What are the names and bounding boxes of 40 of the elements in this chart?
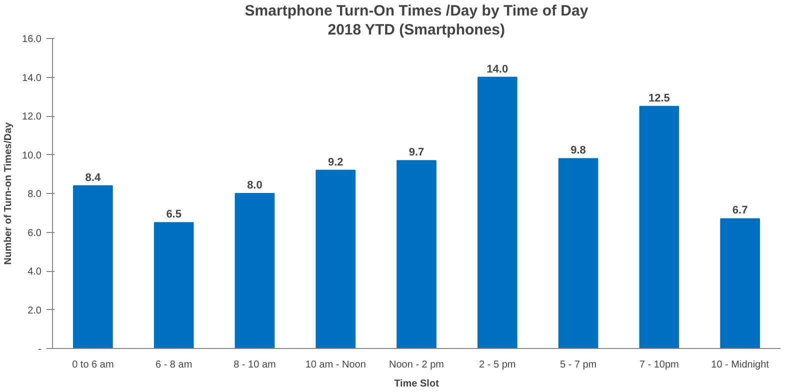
y-tick-label: 14.0 — [22, 72, 42, 84]
data-label: 9.2 — [328, 156, 344, 168]
y-axis-title: Number of Turn-on Times/Day — [3, 122, 14, 265]
x-tick-label: 10 - Midnight — [711, 360, 770, 370]
bar — [477, 76, 518, 348]
bar — [73, 185, 113, 348]
x-tick-label: 7 - 10pm — [639, 360, 679, 370]
x-tick-label: 5 - 7 pm — [560, 360, 597, 370]
y-tick-label: 2.0 — [28, 305, 42, 316]
chart-title: Smartphone Turn-On Times /Day by Time of Day — [244, 2, 589, 20]
bar — [234, 193, 275, 348]
data-label: 14.0 — [486, 63, 508, 76]
data-label: 9.8 — [570, 144, 586, 157]
y-tick-label: 6.0 — [28, 228, 42, 239]
x-axis-title: Time Slot — [394, 378, 440, 390]
chart-subtitle: 2018 YTD (Smartphones) — [328, 22, 506, 38]
data-label: 9.7 — [408, 146, 424, 159]
x-tick-label: 6 - 8 am — [155, 360, 192, 370]
y-tick-label: 8.0 — [28, 189, 42, 200]
x-tick-label: 0 to 6 am — [72, 360, 114, 370]
x-tick-label: 2 - 5 pm — [479, 360, 516, 370]
y-tick-label: 12.0 — [22, 112, 42, 122]
x-tick-label: 10 am - Noon — [305, 360, 366, 370]
data-label: 6.7 — [732, 204, 748, 217]
data-label: 6.5 — [166, 208, 182, 221]
x-tick-label: Noon - 2 pm — [388, 360, 444, 370]
bar — [720, 218, 760, 348]
bar — [639, 106, 680, 348]
y-tick-label: 16.0 — [22, 34, 42, 45]
y-tick-label: 10.0 — [22, 150, 42, 162]
y-tick-label: - — [38, 344, 42, 355]
bar — [154, 222, 194, 348]
bar — [396, 160, 436, 348]
bar — [316, 170, 356, 348]
y-tick-label: 4.0 — [28, 266, 42, 278]
data-label: 12.5 — [648, 92, 670, 104]
data-label: 8.0 — [247, 180, 262, 192]
data-label: 8.4 — [85, 172, 102, 184]
bar — [558, 158, 598, 348]
x-tick-label: 8 - 10 am — [234, 360, 276, 370]
